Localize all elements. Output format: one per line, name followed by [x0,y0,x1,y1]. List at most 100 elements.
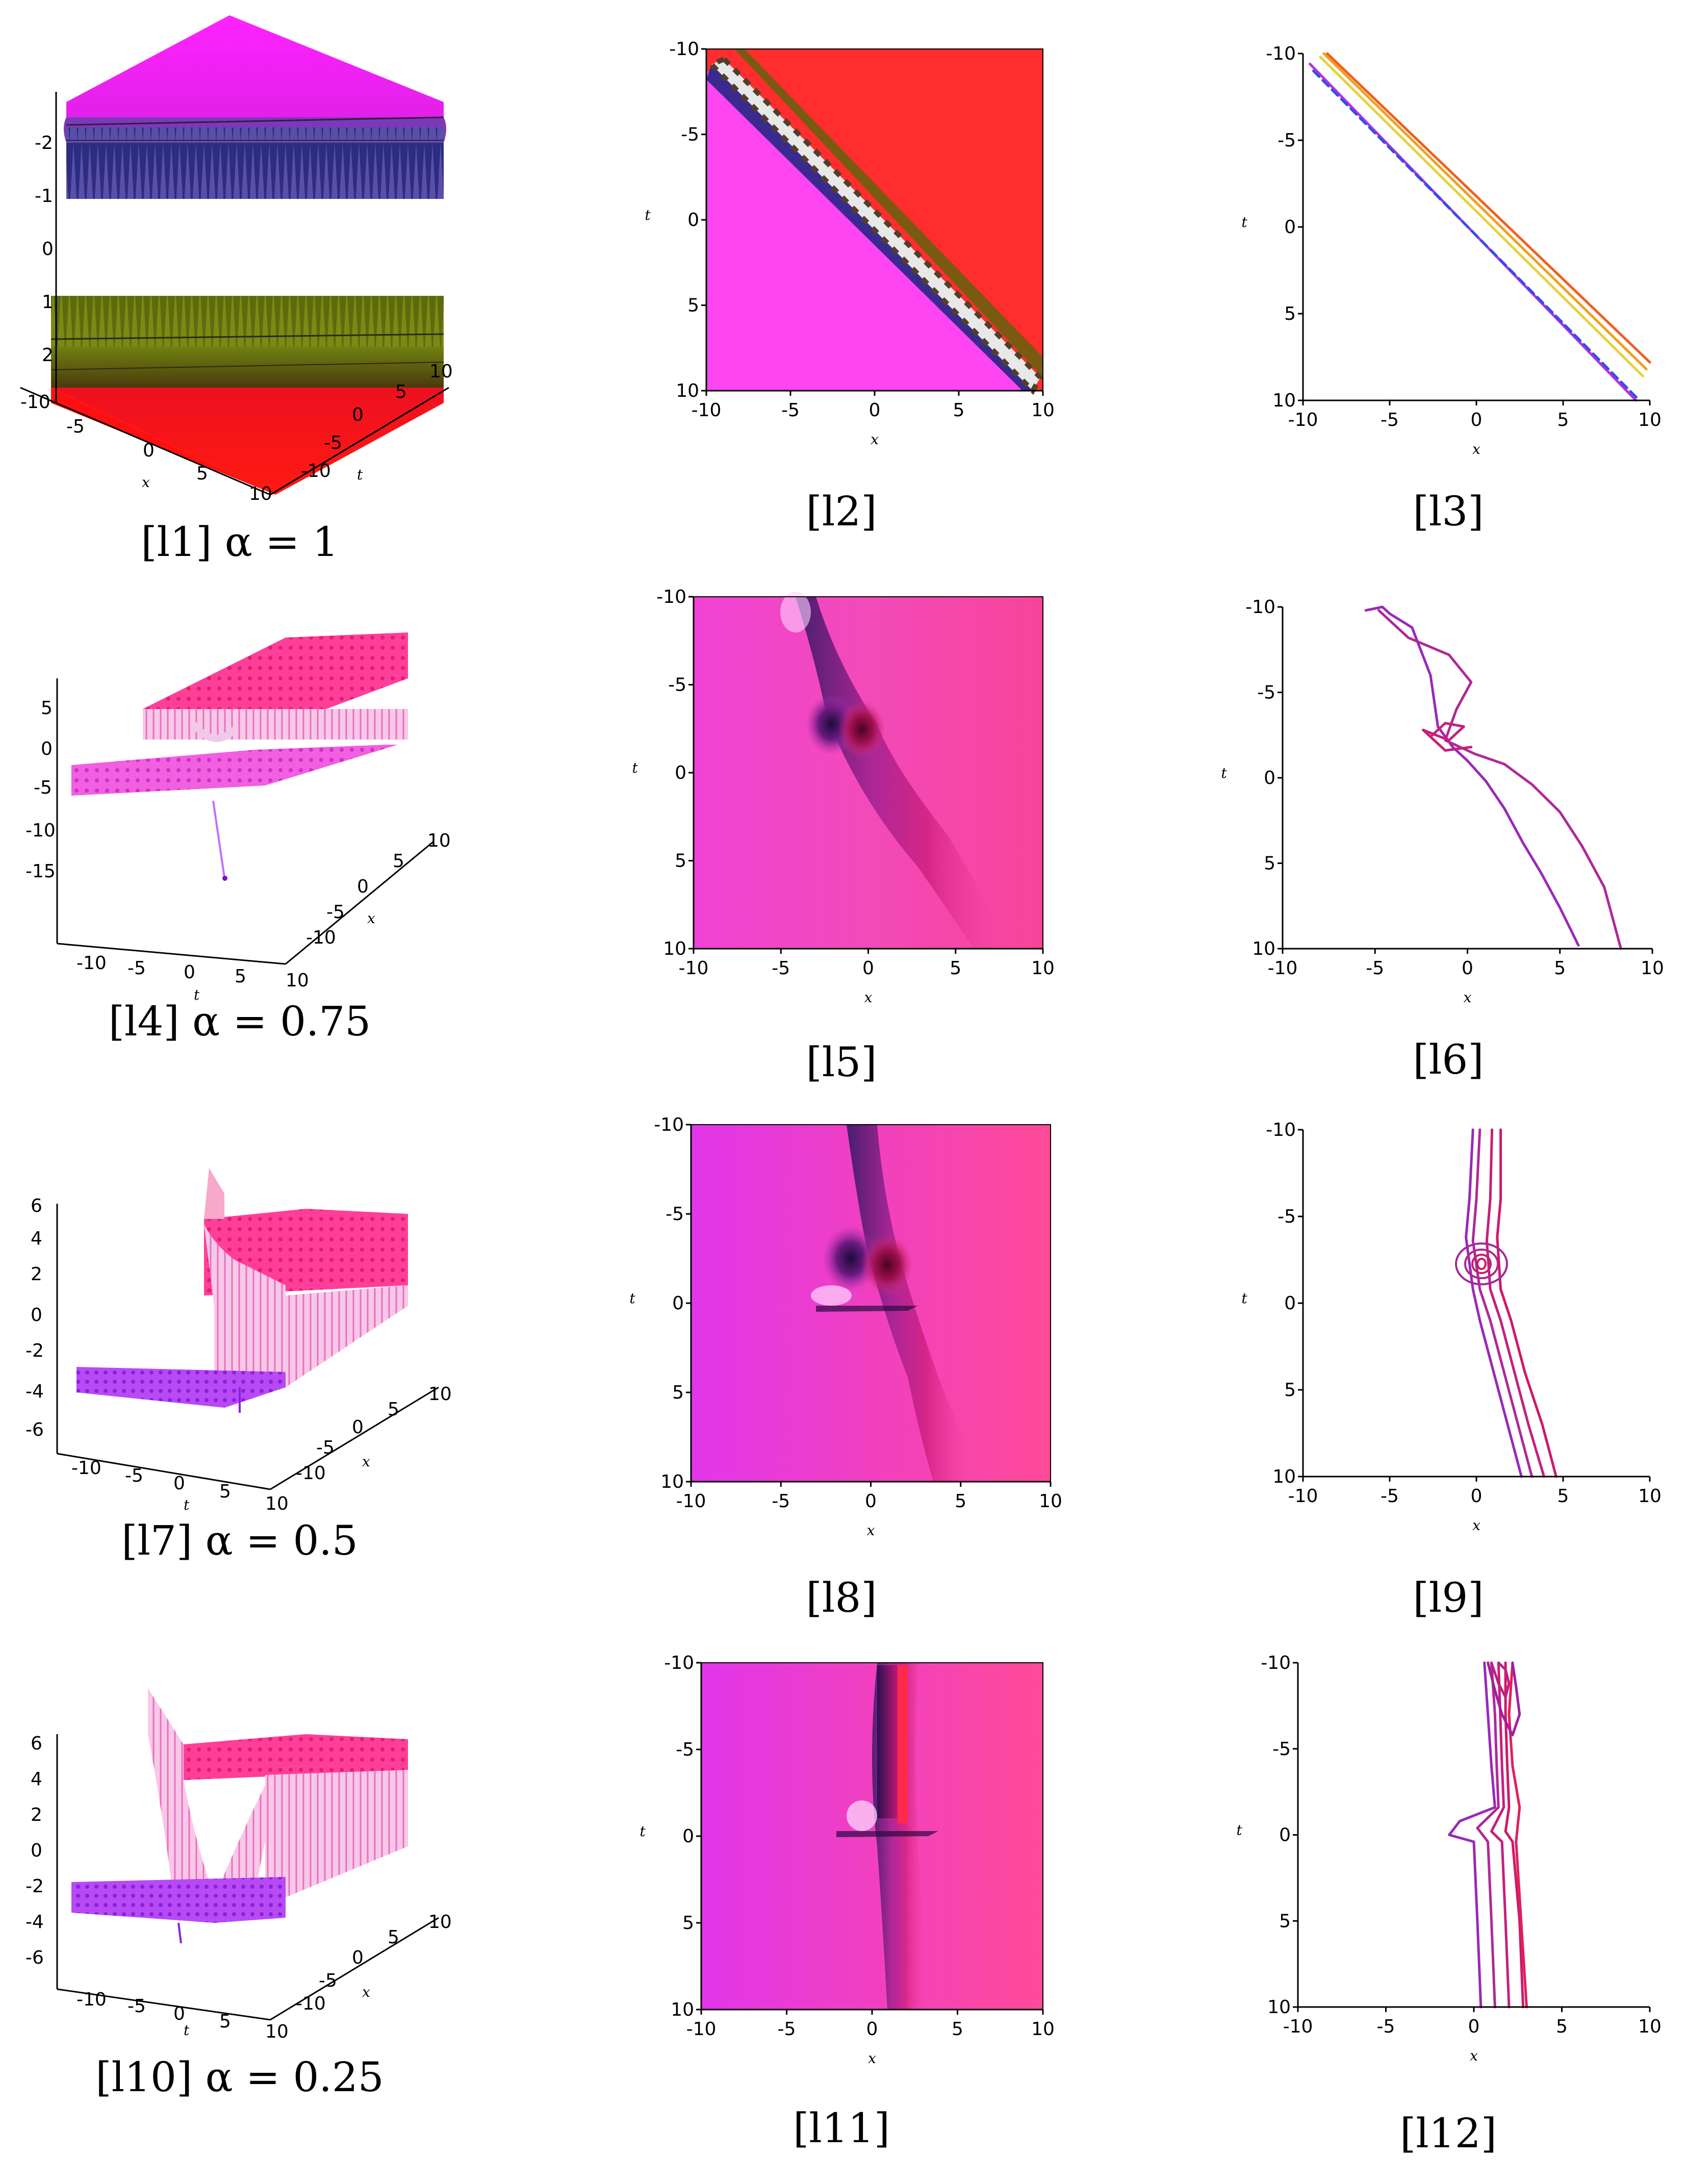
surface-3d [76,1168,408,1413]
z-tick: 0 [31,1305,42,1326]
z-tick: 0 [42,239,54,260]
y-tick-label: -5 [1278,1206,1296,1227]
surface-3d [50,15,446,495]
contour-lines [1448,1661,1528,2009]
x-tick-label: -5 [1381,410,1399,430]
panel-caption: [l7] α = 0.5 [121,1517,357,1564]
y-tick-label: 10 [660,1471,684,1492]
z-tick: -2 [25,1340,44,1361]
y-axis-label: t [1236,1822,1242,1839]
z-tick: -6 [25,1947,44,1968]
x-axis [20,387,271,496]
t-tick: 0 [184,962,195,983]
contour-line [1322,52,1648,371]
panel-l1: -2 -1 0 1 2 -10 -5 0 5 10 -10 -5 0 5 10 … [20,15,453,566]
x-tick-label: 0 [862,958,874,979]
y-tick-label: 10 [1272,1466,1296,1487]
x-axis-label: x [1464,989,1472,1006]
panel-caption: [l6] [1413,1036,1484,1083]
panel-caption: [l3] [1413,488,1484,535]
panel-l11: [l11] [701,1662,1043,2152]
x-tick-label: 5 [950,958,961,979]
y-tick-label: 10 [663,938,686,959]
x-axis [285,841,434,965]
y-tick-label: -5 [1257,682,1275,703]
y-tick-label: -5 [668,675,686,696]
contour-lines [1364,605,1622,950]
x-tick-label: 5 [1557,410,1569,430]
x-tick: -5 [326,902,345,923]
y-tick-label: 5 [675,851,686,872]
t-tick: -5 [125,1465,143,1486]
contour-line [1485,1128,1546,1478]
t-tick: 10 [265,2021,289,2042]
x-tick: 10 [428,1384,452,1405]
panel-l5: [l5] [693,592,1043,1086]
t-tick: -5 [127,958,146,979]
x-tick-label: -5 [1366,958,1384,979]
z-tick: -6 [25,1419,44,1440]
x-axis-label: x [1472,1517,1480,1534]
x-tick-label: 0 [1462,958,1473,979]
x-tick-label: 10 [1031,958,1055,979]
y-tick-label: -5 [1272,1739,1291,1760]
t-tick: 5 [219,2011,231,2032]
z-tick: -2 [25,1876,44,1897]
y-tick-label: 10 [1267,1997,1291,2018]
t-tick: -10 [71,1458,101,1479]
x-tick: 5 [388,1927,399,1948]
z-tick: 2 [31,1805,42,1825]
y-tick-label: -5 [1278,130,1296,151]
z-tick: 0 [31,1840,42,1861]
contour-line [1490,1661,1511,2009]
x-tick-label: 10 [1638,2016,1662,2037]
contour-line [1490,1661,1511,1698]
x-tick: 5 [393,851,404,872]
t-axis [57,1453,271,1490]
x-tick-label: -10 [676,1491,706,1512]
y-tick-label: -10 [1245,597,1275,618]
x-tick-label: 0 [866,2019,878,2040]
z-tick: 6 [31,1733,42,1754]
y-tick-label: 5 [1279,1911,1291,1932]
contour-line [1508,1661,1528,2009]
contour-line [1319,56,1644,377]
y-tick-label: 0 [1284,217,1296,238]
t-tick: 5 [219,1481,231,1502]
x-tick: 5 [388,1399,399,1420]
x-tick: 10 [427,830,451,851]
x-tick-label: 5 [955,1491,966,1512]
t-axis-label: t [184,1496,190,1513]
t-axis-label: t [184,2022,190,2039]
y-axis-label: t [1221,765,1227,781]
x-tick-label: -10 [1268,958,1298,979]
x-tick: -5 [316,1437,335,1458]
t-axis [270,387,449,496]
panel-caption: [l4] α = 0.75 [109,998,371,1045]
t-tick: 5 [235,966,246,987]
panel-l7: 6 4 2 0 -2 -4 -6 -10 -5 0 5 10 -10 -5 0 … [25,1168,452,1564]
x-axis-label: x [868,2050,876,2067]
t-tick: -5 [324,433,342,453]
z-tick: 0 [41,739,53,759]
t-tick: -10 [76,1989,107,2010]
x-tick-label: 5 [1554,958,1566,979]
z-tick: -10 [25,820,56,841]
y-tick-label: 0 [1284,1293,1296,1314]
x-tick-label: 10 [1638,1486,1662,1507]
contour-lines [1309,52,1651,402]
z-tick: 1 [42,292,54,313]
contour-lines [1465,1128,1557,1478]
y-tick-label: -10 [654,1114,684,1135]
y-tick-label: 10 [1272,390,1296,411]
t-axis [57,943,286,965]
y-axis-label: t [1241,214,1247,231]
y-tick-label: -5 [666,1204,684,1225]
t-tick: -10 [76,953,107,974]
x-tick: 10 [428,1912,452,1933]
y-tick-label: -10 [1266,43,1296,64]
